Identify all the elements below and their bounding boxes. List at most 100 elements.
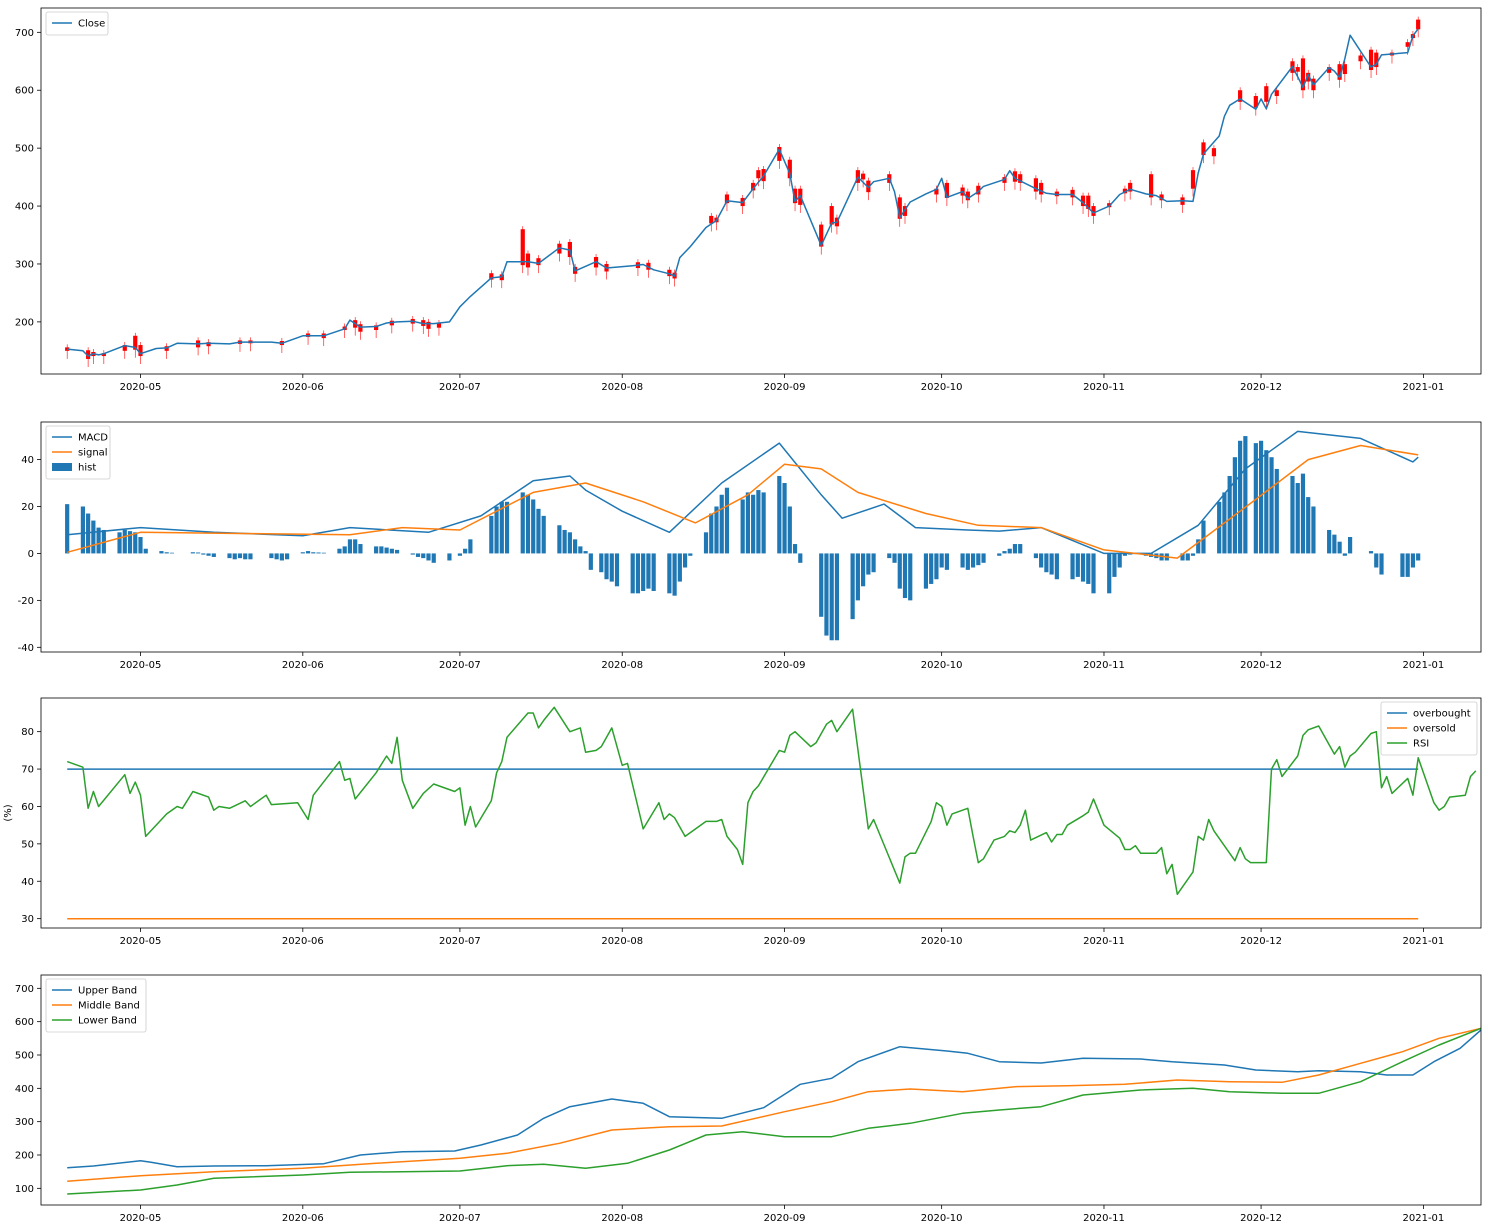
legend-label: Middle Band (78, 1001, 140, 1012)
x-tick-label: 2021-01 (1403, 1213, 1445, 1224)
y-tick-label: 300 (15, 259, 34, 270)
legend-label: Close (78, 19, 105, 30)
legend-label: MACD (78, 433, 108, 444)
hist-bar (300, 552, 305, 554)
hist-bar (1238, 440, 1243, 554)
y-tick-label: 500 (15, 1051, 34, 1062)
hist-bar (410, 553, 415, 555)
hist-bar (1070, 553, 1075, 580)
hist-bar (321, 552, 326, 554)
hist-bar (274, 553, 279, 560)
hist-bar (960, 553, 965, 568)
series-middle-band (67, 1027, 1481, 1183)
x-tick-label: 2020-09 (764, 1213, 806, 1224)
legend: Close (45, 11, 109, 36)
hist-bar (908, 553, 913, 601)
hist-bar (122, 529, 127, 554)
x-tick-label: 2020-11 (1083, 1213, 1125, 1224)
x-tick-label: 2021-01 (1403, 382, 1445, 393)
hist-bar (1201, 520, 1206, 554)
plot-content (65, 16, 1421, 367)
hist-bar (672, 553, 677, 596)
hist-bar (1002, 551, 1007, 554)
hist-bar (316, 552, 321, 554)
legend-box (45, 11, 109, 36)
hist-bar (1400, 553, 1405, 577)
hist-bar (379, 546, 384, 554)
hist-bar (237, 553, 243, 559)
plot-area (41, 975, 1481, 1205)
hist-bar (248, 553, 253, 560)
hist-bar (688, 553, 693, 556)
y-tick-label: 200 (15, 1151, 34, 1162)
hist-bar (751, 494, 756, 554)
hist-bar (394, 549, 400, 554)
hist-bar (232, 553, 237, 560)
hist-bar (709, 513, 714, 554)
y-tick-label: 600 (15, 86, 34, 97)
hist-bar (981, 553, 986, 563)
hist-bar (431, 553, 436, 563)
hist-bar (850, 553, 855, 620)
hist-bar (65, 504, 70, 554)
hist-bar (1243, 436, 1248, 554)
y-tick-label: 70 (21, 765, 34, 776)
y-tick-label: 300 (15, 1117, 34, 1128)
axes-frame (40, 697, 1482, 929)
series-macd (67, 430, 1419, 555)
hist-bar (714, 506, 719, 554)
hist-bar (1332, 534, 1337, 554)
hist-bar (724, 487, 730, 554)
hist-bar (190, 552, 195, 554)
hist-bar (531, 499, 536, 554)
x-tick-label: 2020-05 (120, 936, 162, 947)
hist-bar (824, 553, 829, 636)
hist-bar (934, 553, 939, 580)
hist-bar (1264, 450, 1269, 554)
hist-bar (939, 553, 944, 568)
x-tick-label: 2020-10 (921, 382, 963, 393)
x-tick-label: 2020-07 (439, 936, 481, 947)
x-tick-label: 2020-06 (282, 936, 324, 947)
x-tick-label: 2020-07 (439, 660, 481, 671)
hist-bar (1049, 553, 1054, 575)
axes-frame (40, 7, 1482, 375)
hist-bar (588, 553, 593, 570)
legend: overbought oversold RSI (1380, 701, 1478, 756)
subplot-2: 2020-05 2020-06 2020-07 2020-08 2020-09 2020-… (18, 421, 1482, 671)
hist-bar (740, 499, 745, 554)
x-tick-label: 2020-12 (1240, 936, 1282, 947)
hist-bar (677, 553, 682, 582)
hist-bar (1295, 483, 1300, 554)
hist-bar (536, 508, 541, 554)
hist-bar (1007, 548, 1012, 554)
hist-bar (573, 539, 578, 554)
hist-bar (782, 483, 787, 554)
x-tick-label: 2020-07 (439, 382, 481, 393)
hist-bar (719, 494, 724, 554)
x-tick-label: 2020-08 (601, 936, 643, 947)
series-close (67, 28, 1419, 357)
hist-bar (1410, 553, 1416, 568)
y-tick-label: 40 (21, 455, 34, 466)
hist-bar (897, 553, 902, 589)
y-tick-label: 600 (15, 1017, 34, 1028)
x-tick-label: 2020-09 (764, 382, 806, 393)
hist-bar (902, 553, 908, 599)
x-tick-label: 2021-01 (1403, 660, 1445, 671)
x-tick-label: 2020-12 (1240, 660, 1282, 671)
y-tick-label: -40 (18, 643, 34, 654)
hist-bar (1122, 553, 1128, 556)
hist-bar (1232, 457, 1237, 554)
hist-bar (127, 531, 133, 554)
hist-bar (635, 553, 641, 594)
legend-label: Lower Band (78, 1016, 137, 1027)
hist-bar (1311, 506, 1316, 554)
hist-bar (504, 501, 510, 554)
hist-bar (887, 553, 892, 559)
plot-area (41, 8, 1481, 374)
hist-bar (447, 553, 452, 561)
hist-bar (1269, 457, 1274, 554)
x-tick-label: 2020-09 (764, 660, 806, 671)
hist-bar (353, 539, 358, 554)
